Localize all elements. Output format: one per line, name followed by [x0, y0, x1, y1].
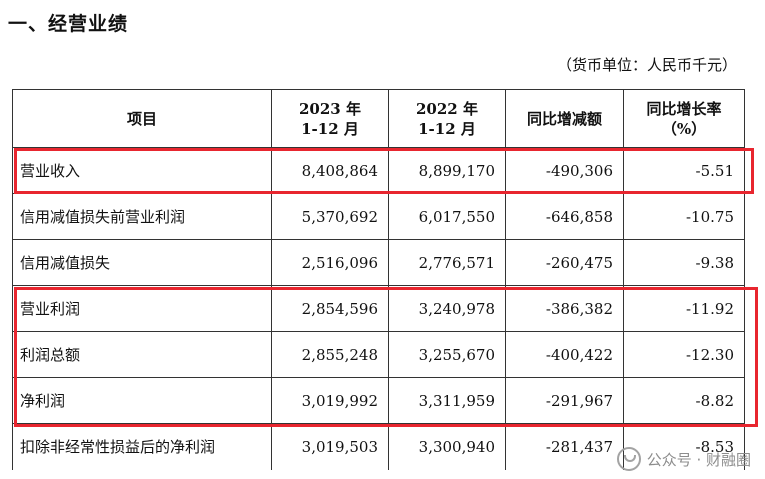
value-2023: 5,370,692	[271, 193, 389, 240]
row-item: 营业收入	[12, 147, 272, 194]
watermark: 公众号 · 财融圈	[616, 447, 751, 471]
highlight-box-revenue	[14, 148, 754, 194]
row-item: 净利润	[12, 377, 272, 424]
row-item: 扣除非经常性损益后的净利润	[12, 423, 272, 470]
table-row-profit-before-credit-loss: 信用减值损失前营业利润 5,370,692 6,017,550 -646,858…	[12, 193, 745, 240]
header-change: 同比增减额	[505, 89, 624, 148]
value-2023: 2,516,096	[271, 239, 389, 286]
header-rate: 同比增长率 （%）	[623, 89, 745, 148]
watermark-text: 公众号 · 财融圈	[646, 450, 751, 469]
value-rate: -8.53	[623, 423, 745, 470]
table-row-net-profit: 净利润 3,019,992 3,311,959 -291,967 -8.82	[12, 377, 745, 424]
table-row-credit-loss: 信用减值损失 2,516,096 2,776,571 -260,475 -9.3…	[12, 239, 745, 286]
currency-unit-note: （货币单位：人民币千元）	[556, 56, 737, 74]
header-2022: 2022 年 1-12 月	[388, 89, 506, 148]
value-rate: -9.38	[623, 239, 745, 286]
header-2023: 2023 年 1-12 月	[271, 89, 389, 148]
row-item: 信用减值损失	[12, 239, 272, 286]
value-change: -291,967	[505, 377, 624, 424]
value-2022: 8,899,170	[388, 147, 506, 194]
value-change: -490,306	[505, 147, 624, 194]
header-item: 项目	[12, 89, 272, 148]
value-rate: -8.82	[623, 377, 745, 424]
value-rate: -11.92	[623, 285, 745, 332]
value-2022: 3,300,940	[388, 423, 506, 470]
row-item: 利润总额	[12, 331, 272, 378]
wechat-icon	[616, 447, 641, 471]
table-row-revenue: 营业收入 8,408,864 8,899,170 -490,306 -5.51	[12, 147, 745, 194]
value-change: -646,858	[505, 193, 624, 240]
value-rate: -12.30	[623, 331, 745, 378]
table-row-total-profit: 利润总额 2,855,248 3,255,670 -400,422 -12.30	[12, 331, 745, 378]
value-rate: -10.75	[623, 193, 745, 240]
highlight-box-profits	[14, 287, 758, 427]
value-2022: 3,255,670	[388, 331, 506, 378]
value-2023: 8,408,864	[271, 147, 389, 194]
table-row-net-profit-excl-nonrecurring: 扣除非经常性损益后的净利润 3,019,503 3,300,940 -281,4…	[12, 423, 745, 470]
value-2022: 2,776,571	[388, 239, 506, 286]
value-2023: 3,019,503	[271, 423, 389, 470]
section-title: 一、经营业绩	[8, 13, 129, 35]
value-2023: 3,019,992	[271, 377, 389, 424]
value-change: -400,422	[505, 331, 624, 378]
value-change: -260,475	[505, 239, 624, 286]
row-item: 信用减值损失前营业利润	[12, 193, 272, 240]
operating-results-table: 项目 2023 年 1-12 月 2022 年 1-12 月 同比增减额 同比增长率…	[12, 89, 745, 470]
value-change: -281,437	[505, 423, 624, 470]
table-header-row: 项目 2023 年 1-12 月 2022 年 1-12 月 同比增减额 同比增长率…	[12, 89, 745, 148]
value-2022: 6,017,550	[388, 193, 506, 240]
